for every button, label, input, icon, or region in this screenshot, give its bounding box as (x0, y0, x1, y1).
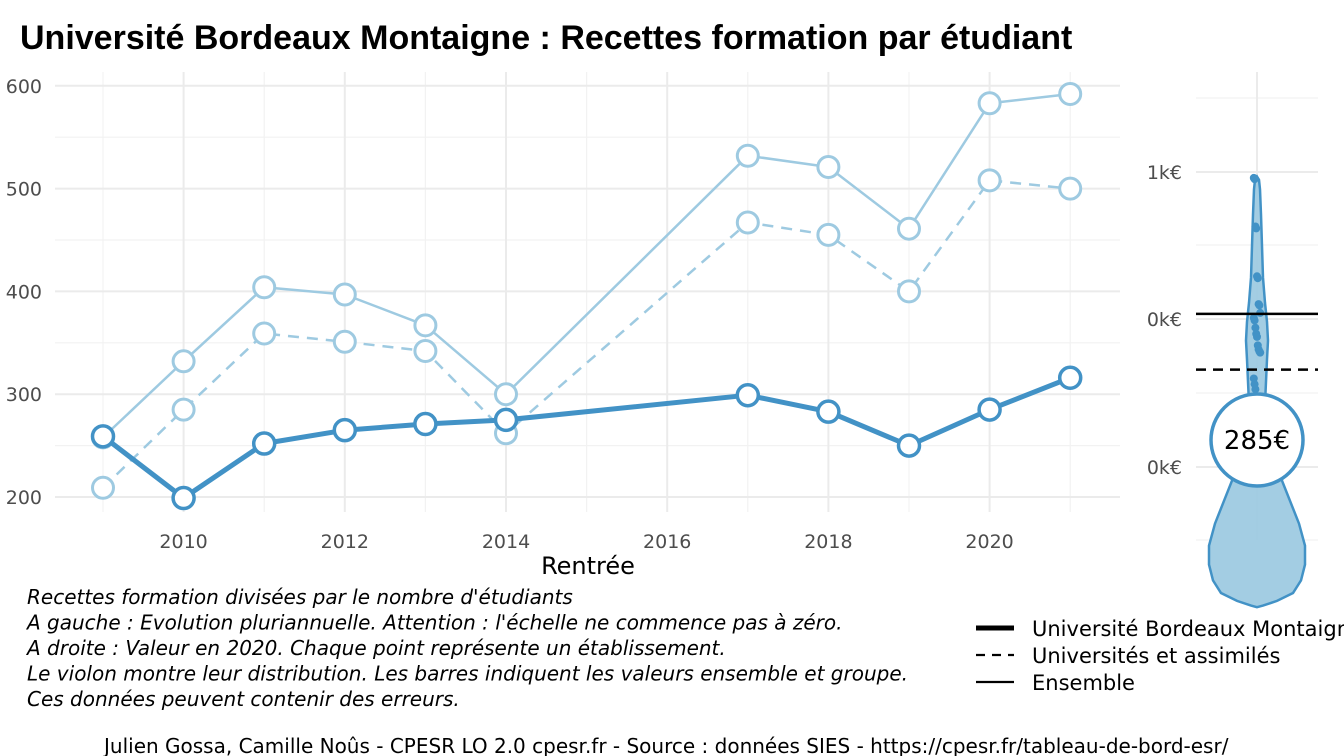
series-point (171, 349, 196, 374)
series-point (251, 431, 277, 456)
series-point (413, 411, 438, 437)
series-point (332, 417, 358, 443)
series-point (494, 382, 518, 407)
note-line: Le violon montre leur distribution. Les … (27, 662, 908, 686)
violin-point (1251, 323, 1260, 332)
series-point (977, 91, 1002, 116)
violin-reference-bars (1196, 312, 1318, 371)
series-point (735, 210, 760, 235)
series-point (90, 424, 116, 449)
series-point (897, 279, 921, 304)
violin-point (1250, 175, 1259, 184)
legend-label: Universités et assimilés (1032, 644, 1280, 668)
series-point (816, 222, 841, 247)
violin-y-tick-label: 0k€ (1147, 457, 1182, 479)
series-point (413, 313, 438, 338)
violin-point (1250, 316, 1259, 325)
x-tick-label: 2016 (643, 531, 691, 553)
series-point (413, 339, 438, 364)
legend-label: Université Bordeaux Montaigne (1032, 617, 1344, 641)
series-point (332, 282, 357, 307)
violin-point (1253, 332, 1261, 341)
series-point (735, 143, 760, 168)
series-point (977, 168, 1002, 193)
series-point (1057, 365, 1083, 391)
line-chart-series (90, 82, 1083, 511)
y-tick-label: 300 (6, 384, 42, 406)
x-tick-label: 2012 (321, 531, 369, 553)
x-tick-label: 2010 (159, 531, 207, 553)
line-chart-grid (55, 72, 1120, 512)
series-point (897, 216, 921, 241)
line-chart-panel: 200 300 400 500 600 2010 2012 2014 2016 2018 2020… (6, 72, 1120, 580)
line-chart-y-ticks: 200 300 400 500 600 (6, 76, 42, 509)
highlight-circle (1209, 392, 1305, 488)
violin-point (1253, 274, 1262, 283)
y-tick-label: 600 (6, 76, 42, 98)
series-point (977, 397, 1002, 422)
series-point (252, 321, 277, 346)
series-point (91, 475, 115, 500)
line-chart-x-ticks: 2010 2012 2014 2016 2018 2020 (159, 531, 1013, 553)
violin-y-ticks: 0k€ 0k€ 1k€ (1147, 162, 1182, 479)
x-tick-label: 2018 (804, 531, 852, 553)
series-point (1058, 176, 1083, 201)
y-tick-label: 200 (6, 487, 42, 509)
source-caption: Julien Gossa, Camille Noûs - CPESR LO 2.… (102, 734, 1229, 756)
violin-point (1256, 348, 1265, 357)
series-point (252, 275, 277, 300)
x-tick-label: 2014 (482, 531, 530, 553)
series-point (332, 329, 357, 354)
y-tick-label: 500 (6, 179, 42, 201)
legend: Université Bordeaux Montaigne Universités… (976, 617, 1344, 695)
series-thick-solid (90, 365, 1083, 511)
series-point (493, 407, 519, 433)
series-point (735, 382, 761, 408)
series-point (171, 397, 196, 422)
series-point (816, 399, 841, 424)
note-line: A droite : Valeur en 2020. Chaque point … (25, 636, 726, 660)
note-line: A gauche : Evolution pluriannuelle. Atte… (25, 611, 843, 635)
violin-y-tick-label: 0k€ (1147, 309, 1182, 331)
series-point (816, 155, 841, 180)
series-point (171, 485, 196, 511)
x-tick-label: 2020 (965, 531, 1013, 553)
y-tick-label: 400 (6, 281, 42, 303)
legend-label: Ensemble (1032, 671, 1135, 695)
x-axis-title: Rentrée (541, 552, 635, 580)
violin-point (1255, 301, 1264, 310)
series-point (1058, 82, 1083, 107)
violin-panel: 0k€ 0k€ 1k€ 285€ (1147, 72, 1318, 609)
chart-title: Université Bordeaux Montaigne : Recettes… (20, 19, 1072, 57)
note-line: Recettes formation divisées par le nombr… (27, 585, 573, 609)
chart-notes: Recettes formation divisées par le nombr… (25, 585, 908, 711)
series-point (896, 433, 922, 458)
violin-y-tick-label: 1k€ (1147, 162, 1182, 184)
highlight-value-label: 285€ (1224, 426, 1290, 456)
violin-point (1251, 385, 1260, 394)
note-line: Ces données peuvent contenir des erreurs… (27, 687, 460, 711)
violin-point (1252, 224, 1261, 233)
violin-highlight-badge: 285€ (1209, 392, 1305, 488)
